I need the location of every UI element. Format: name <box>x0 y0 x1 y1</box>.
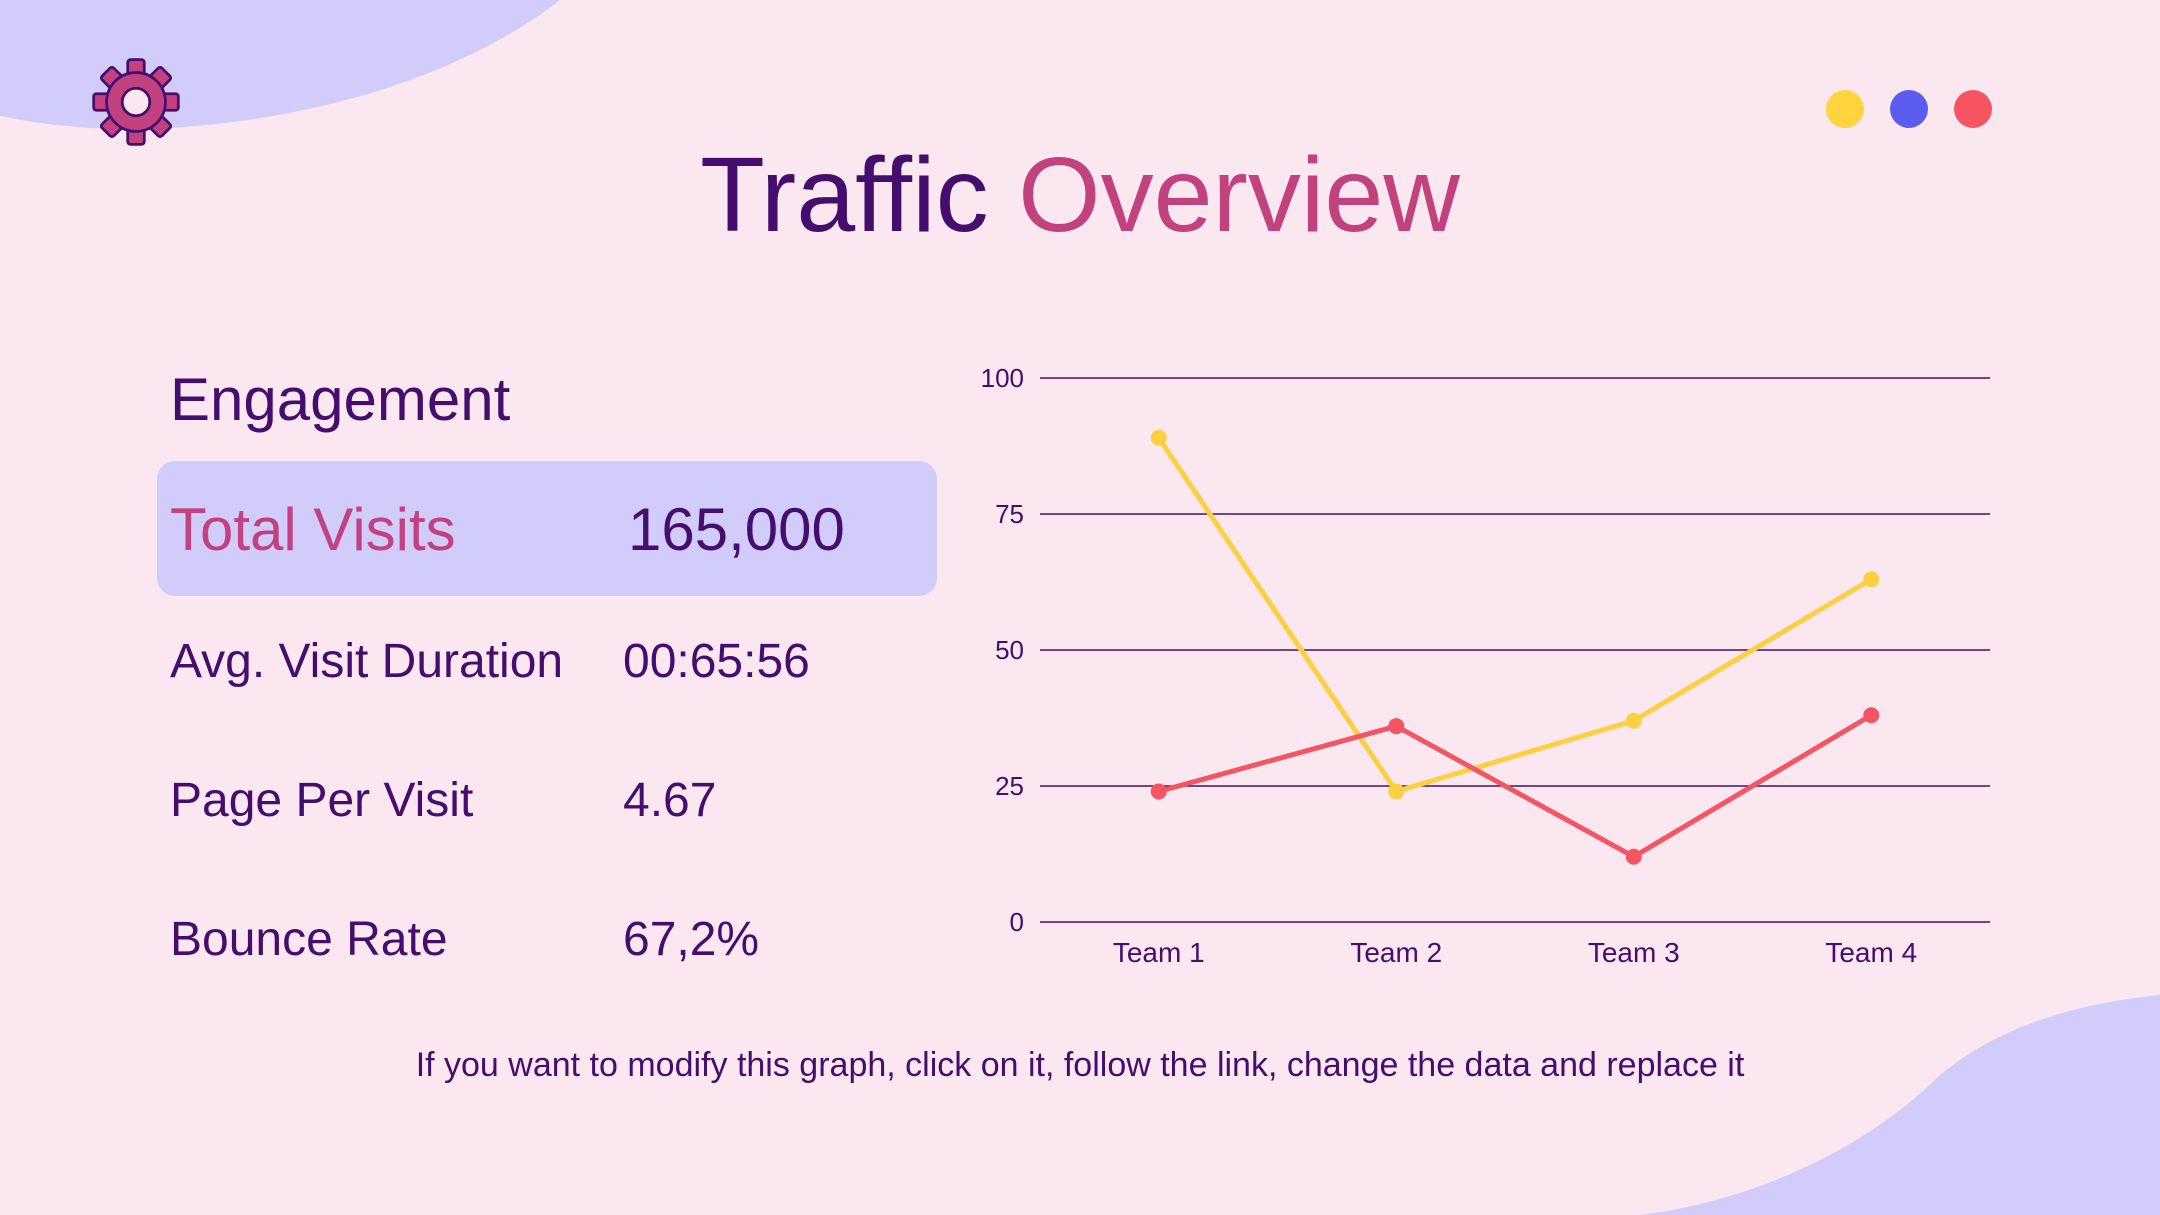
metric-total-visits: Total Visits 165,000 <box>170 489 970 569</box>
y-tick-label: 25 <box>995 771 1024 801</box>
gear-icon <box>92 58 180 146</box>
metric-label: Avg. Visit Duration <box>170 634 564 688</box>
total-visits-highlight <box>157 461 937 596</box>
metric-page-per-visit: Page Per Visit 4.67 <box>170 760 970 840</box>
metric-value: 4.67 <box>623 773 717 827</box>
slide-title: Traffic Overview <box>0 130 2160 260</box>
x-tick-label: Team 2 <box>1350 937 1442 968</box>
data-point <box>1150 429 1167 446</box>
data-point <box>1863 571 1880 588</box>
x-tick-label: Team 1 <box>1113 937 1205 968</box>
y-tick-label: 0 <box>1010 907 1024 937</box>
data-point <box>1625 848 1642 865</box>
metric-label: Page Per Visit <box>170 773 474 827</box>
y-tick-label: 100 <box>981 363 1024 393</box>
footnote-text: If you want to modify this graph, click … <box>415 1046 1745 1084</box>
data-point <box>1388 718 1405 735</box>
decorative-dots <box>1826 90 1992 128</box>
data-point <box>1150 783 1167 800</box>
title-word-traffic: Traffic <box>700 136 989 254</box>
data-point <box>1388 783 1405 800</box>
data-point <box>1625 712 1642 729</box>
metric-label: Total Visits <box>170 495 456 563</box>
engagement-heading: Engagement <box>170 366 511 433</box>
metric-label: Bounce Rate <box>170 912 448 966</box>
title-word-overview: Overview <box>1018 136 1460 254</box>
top-left-blob <box>0 0 560 130</box>
red-dot <box>1954 90 1992 128</box>
metric-value: 00:65:56 <box>623 634 810 688</box>
line-chart[interactable]: 0 25 50 75 100 Team 1 Team 2 Team 3 Team 4 <box>960 340 2000 980</box>
yellow-dot <box>1826 90 1864 128</box>
metric-avg-visit-duration: Avg. Visit Duration 00:65:56 <box>170 621 970 701</box>
blue-dot <box>1890 90 1928 128</box>
bottom-right-blob <box>1640 995 2160 1215</box>
x-tick-label: Team 3 <box>1588 937 1680 968</box>
metric-value: 165,000 <box>628 495 845 563</box>
x-tick-label: Team 4 <box>1825 937 1917 968</box>
metric-value: 67,2% <box>623 912 760 966</box>
y-tick-label: 50 <box>995 635 1024 665</box>
series-line-1 <box>1156 435 1874 794</box>
metric-bounce-rate: Bounce Rate 67,2% <box>170 899 970 979</box>
data-point <box>1863 707 1880 724</box>
series-line-2 <box>1156 712 1874 860</box>
y-tick-label: 75 <box>995 499 1024 529</box>
